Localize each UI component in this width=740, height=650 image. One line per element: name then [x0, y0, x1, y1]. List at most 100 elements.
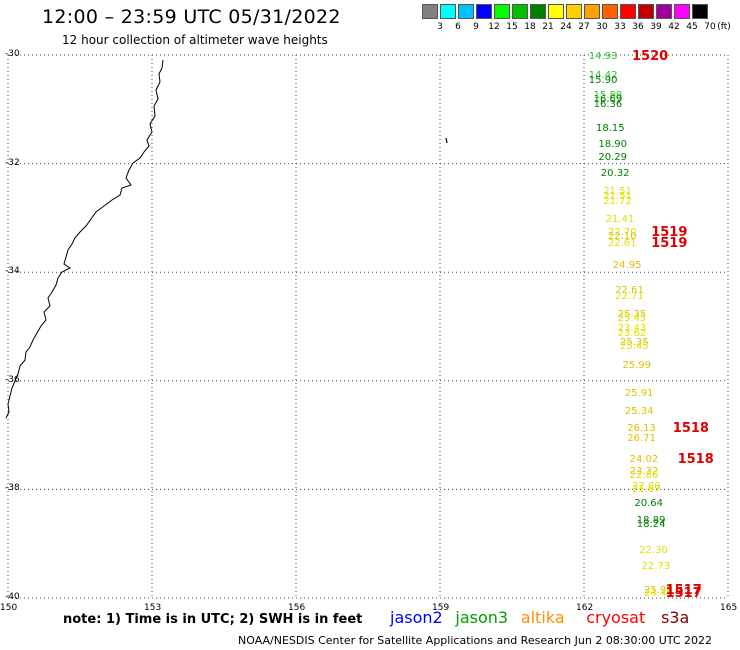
color-scale-label: 15	[506, 22, 518, 32]
map-subtitle: 12 hour collection of altimeter wave hei…	[62, 33, 328, 47]
color-swatch	[692, 4, 708, 19]
swh-value: 21.51	[603, 191, 632, 203]
swh-value: 15.90	[588, 75, 618, 87]
swh-value: 25.45	[617, 312, 647, 324]
swh-value: 18.15	[596, 123, 625, 135]
swh-value: 22.86	[629, 469, 659, 481]
latitude-label: -36	[5, 374, 20, 385]
legend-jason3: jason3	[455, 608, 509, 627]
swh-value: 20.32	[600, 168, 630, 180]
color-swatch	[458, 4, 474, 19]
swh-value: 25.91	[624, 388, 654, 400]
swh-value: 23.43	[617, 322, 647, 334]
time-label: 1518	[672, 420, 709, 436]
swh-value: 18.24	[636, 518, 666, 530]
swh-value: 21.57	[632, 484, 661, 496]
swh-value: 22.61	[608, 237, 637, 249]
swh-value: 22.73	[641, 560, 671, 572]
color-scale-label: 45	[686, 22, 698, 32]
swh-value: 25.98	[644, 584, 673, 596]
color-scale-unit: (ft)	[717, 22, 731, 32]
legend-altika: altika	[520, 608, 565, 627]
map-title: 12:00 – 23:59 UTC 05/31/2022	[42, 6, 341, 28]
coastline	[5, 59, 164, 419]
swh-value: 24.44	[644, 588, 673, 600]
legend-s3a: s3a	[661, 608, 690, 627]
footer-credit: NOAA/NESDIS Center for Satellite Applica…	[238, 634, 713, 647]
color-scale-label: 9	[473, 22, 479, 32]
swh-value: 26.71	[627, 432, 656, 444]
note-text: note: 1) Time is in UTC; 2) SWH is in fe…	[63, 612, 363, 627]
time-label: 1518	[677, 451, 714, 467]
legend-cryosat: cryosat	[586, 608, 646, 627]
swh-value: 20.29	[598, 152, 628, 164]
time-label: 1520	[632, 48, 669, 64]
color-swatch	[530, 4, 546, 19]
color-scale-label: 18	[524, 22, 536, 32]
swh-value: 18.90	[598, 138, 628, 150]
swh-value: 25.35	[617, 308, 647, 320]
latitude-label: -30	[5, 49, 20, 59]
time-label: 1519	[651, 235, 688, 251]
longitude-label: 165	[720, 603, 738, 613]
time-label: 1517	[665, 582, 702, 598]
color-scale-label: 27	[578, 22, 590, 32]
swh-value: 22.71	[615, 290, 644, 302]
color-swatch	[476, 4, 492, 19]
color-swatch	[548, 4, 564, 19]
swh-value: 22.30	[639, 544, 668, 556]
swh-value: 21.72	[603, 195, 632, 207]
swh-value: 25.35	[620, 337, 649, 349]
island-mark	[445, 137, 448, 144]
color-scale-label: 42	[668, 22, 680, 32]
color-swatch	[584, 4, 600, 19]
swh-value: 22.10	[608, 231, 637, 243]
swh-value: 14.42	[588, 69, 618, 81]
longitude-label: 150	[0, 603, 18, 613]
swh-value: 20.64	[634, 498, 664, 510]
lat-lon-grid	[7, 54, 729, 599]
color-swatch	[422, 4, 438, 19]
latitude-label: -32	[5, 157, 20, 168]
swh-value: 16.69	[593, 93, 623, 105]
swh-value: 21.51	[603, 185, 632, 197]
swh-value: 23.32	[629, 466, 659, 478]
color-swatch	[656, 4, 672, 19]
color-scale-label: 30	[596, 22, 608, 32]
swh-value: 22.61	[615, 285, 644, 297]
time-label: 1517	[665, 586, 702, 602]
swh-value: 25.99	[622, 359, 652, 371]
color-swatch	[566, 4, 582, 19]
color-scale-label: 12	[488, 22, 500, 32]
color-swatch	[674, 4, 690, 19]
swh-value: 14.93	[588, 50, 618, 62]
swh-value: 18.89	[636, 514, 666, 526]
swh-value: 22.70	[608, 227, 637, 239]
color-scale-label: 6	[455, 22, 461, 32]
color-swatch	[602, 4, 618, 19]
legend-jason2: jason2	[390, 608, 443, 627]
latitude-label: -34	[5, 266, 20, 277]
longitude-label: 162	[576, 603, 594, 613]
color-swatch	[620, 4, 636, 19]
swh-value: 26.13	[627, 422, 656, 434]
swh-value: 24.02	[629, 453, 659, 465]
color-scale-label: 36	[632, 22, 644, 32]
color-scale-label: 24	[560, 22, 572, 32]
swh-value: 23.62	[617, 327, 647, 339]
swh-value: 25.45	[620, 341, 649, 353]
swh-value: 21.41	[605, 213, 635, 225]
swh-value: 15.88	[593, 89, 623, 101]
longitude-label: 159	[432, 603, 450, 613]
color-swatch	[440, 4, 456, 19]
longitude-label: 153	[144, 603, 162, 613]
color-swatch	[512, 4, 528, 19]
color-scale-label: 3	[437, 22, 443, 32]
color-scale-label: 21	[542, 22, 554, 32]
latitude-label: -40	[5, 592, 20, 602]
swh-value: 22.80	[632, 480, 661, 492]
swh-value: 24.95	[612, 259, 642, 271]
color-scale-label: 70	[704, 22, 716, 32]
swh-value: 16.36	[593, 98, 623, 110]
